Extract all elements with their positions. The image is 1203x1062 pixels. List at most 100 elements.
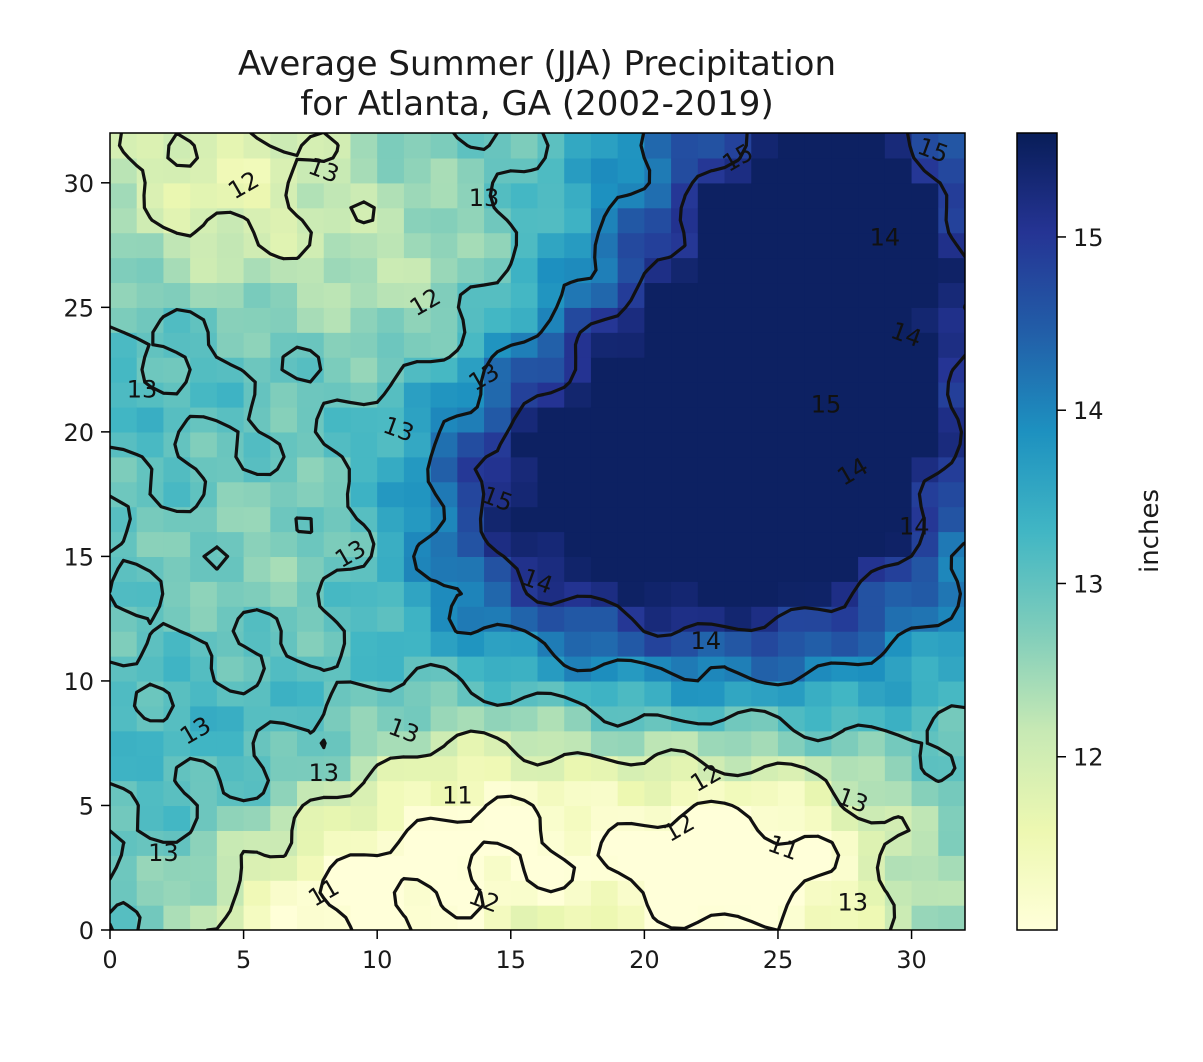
heatmap-cell: [751, 631, 779, 657]
heatmap-cell: [190, 506, 218, 533]
heatmap-cell: [858, 531, 886, 558]
heatmap-cell: [697, 182, 726, 209]
heatmap-cell: [617, 581, 645, 607]
heatmap-cell: [403, 830, 432, 856]
heatmap-cell: [377, 431, 405, 458]
heatmap-cell: [671, 680, 699, 707]
heatmap-cell: [617, 680, 645, 707]
heatmap-cell: [884, 855, 913, 881]
heatmap-cell: [430, 133, 458, 159]
heatmap-cell: [136, 556, 165, 582]
heatmap-cell: [564, 780, 592, 807]
heatmap-cell: [216, 606, 245, 632]
heatmap-cell: [350, 705, 378, 732]
heatmap-cell: [911, 257, 939, 284]
heatmap-cell: [163, 182, 191, 209]
heatmap-cell: [938, 855, 965, 881]
heatmap-cell: [644, 431, 672, 458]
heatmap-cell: [350, 606, 378, 632]
heatmap-cell: [751, 755, 779, 782]
heatmap-cell: [457, 357, 485, 383]
heatmap-cell: [457, 556, 485, 582]
heatmap-cell: [858, 780, 886, 807]
heatmap-cell: [724, 780, 752, 807]
heatmap-cell: [938, 157, 965, 184]
heatmap-cell: [751, 855, 779, 881]
heatmap-cell: [510, 431, 539, 458]
heatmap-cell: [911, 556, 939, 582]
heatmap-cell: [564, 456, 592, 483]
heatmap-cell: [190, 182, 218, 209]
heatmap-cell: [697, 456, 726, 483]
heatmap-cell: [190, 431, 218, 458]
heatmap-cell: [297, 456, 325, 483]
heatmap-cell: [804, 730, 833, 757]
heatmap-cell: [136, 431, 165, 458]
heatmap-cell: [751, 730, 779, 757]
heatmap-cell: [243, 705, 271, 732]
heatmap-cell: [190, 556, 218, 582]
heatmap-cell: [804, 680, 833, 707]
heatmap-cell: [243, 157, 271, 184]
heatmap-cell: [858, 332, 886, 358]
heatmap-cell: [110, 805, 138, 831]
heatmap-cell: [590, 133, 619, 159]
heatmap-cell: [671, 257, 699, 284]
heatmap-cell: [617, 880, 645, 906]
heatmap-cell: [590, 382, 619, 408]
heatmap-cell: [110, 656, 138, 682]
heatmap-cell: [457, 431, 485, 458]
heatmap-cell: [270, 531, 298, 558]
heatmap-cell: [858, 680, 886, 707]
heatmap-cell: [270, 307, 298, 333]
heatmap-cell: [804, 556, 833, 582]
heatmap-cell: [884, 257, 913, 284]
heatmap-cell: [564, 382, 592, 408]
heatmap-cell: [617, 705, 645, 732]
heatmap-cell: [911, 905, 939, 930]
contour-label: 13: [127, 376, 158, 404]
heatmap-cell: [911, 656, 939, 682]
heatmap-cell: [297, 556, 325, 582]
heatmap-cell: [884, 282, 913, 308]
heatmap-cell: [350, 581, 378, 607]
heatmap-cell: [804, 506, 833, 533]
heatmap-cell: [884, 581, 913, 607]
heatmap-cell: [163, 805, 191, 831]
heatmap-cell: [644, 182, 672, 209]
heatmap-cell: [724, 481, 752, 508]
heatmap-cell: [243, 332, 271, 358]
heatmap-cell: [911, 680, 939, 707]
heatmap-cell: [938, 780, 965, 807]
heatmap-cell: [537, 531, 565, 558]
heatmap-cell: [938, 207, 965, 234]
heatmap-cell: [510, 506, 539, 533]
heatmap-cell: [804, 456, 833, 483]
heatmap-cell: [911, 830, 939, 856]
heatmap-cell: [216, 282, 245, 308]
heatmap-cell: [136, 730, 165, 757]
heatmap-cell: [777, 307, 806, 333]
heatmap-cell: [323, 207, 352, 234]
heatmap-cell: [564, 133, 592, 159]
colorbar-label: inches: [1135, 489, 1165, 573]
heatmap-cell: [751, 182, 779, 209]
heatmap-cell: [697, 282, 726, 308]
heatmap-cell: [564, 705, 592, 732]
x-axis: 0 5 10 15 20 25 30: [102, 930, 927, 974]
heatmap-cell: [430, 257, 458, 284]
heatmap-cell: [216, 332, 245, 358]
heatmap-cell: [858, 631, 886, 657]
heatmap-cell: [671, 880, 699, 906]
heatmap-cell: [216, 232, 245, 259]
heatmap-cell: [136, 780, 165, 807]
heatmap-cell: [590, 730, 619, 757]
heatmap-cell: [911, 531, 939, 558]
heatmap-cell: [644, 133, 672, 159]
heatmap-cell: [297, 830, 325, 856]
heatmap-cell: [858, 382, 886, 408]
heatmap-cell: [858, 481, 886, 508]
heatmap-cell: [430, 307, 458, 333]
heatmap-cell: [190, 730, 218, 757]
contour-line-13: [110, 133, 965, 930]
